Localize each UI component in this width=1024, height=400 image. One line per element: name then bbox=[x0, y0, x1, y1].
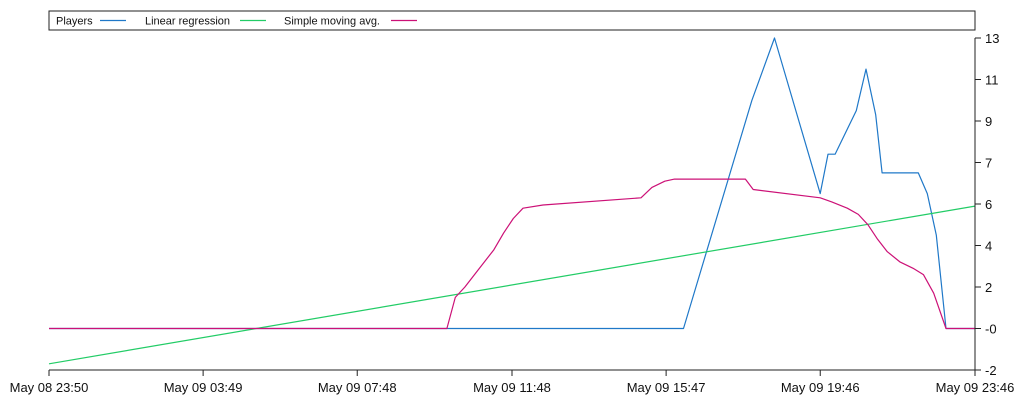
axes: May 08 23:50 May 09 03:49 May 09 07:48 May … bbox=[10, 31, 1015, 395]
y-tick-label: 6 bbox=[985, 197, 992, 212]
legend-label: Players bbox=[56, 16, 93, 28]
y-tick-label: 7 bbox=[985, 156, 992, 171]
legend-label: Linear regression bbox=[145, 16, 230, 28]
x-tick-label: May 09 15:47 bbox=[627, 380, 706, 395]
x-tick-label: May 09 07:48 bbox=[318, 380, 397, 395]
y-tick-label: -2 bbox=[985, 363, 997, 378]
y-tick-label: 4 bbox=[985, 239, 992, 254]
y-tick-label: 11 bbox=[985, 73, 999, 88]
series-line-1 bbox=[48, 205, 976, 365]
series-line-0 bbox=[49, 37, 975, 330]
legend-box bbox=[48, 10, 976, 31]
y-tick-label: 9 bbox=[985, 114, 992, 129]
y-tick-label: -0 bbox=[985, 322, 997, 337]
x-tick-label: May 08 23:50 bbox=[10, 380, 89, 395]
series-line-2 bbox=[49, 178, 975, 330]
legend-label: Simple moving avg. bbox=[284, 16, 380, 28]
legend: Players Linear regression Simple moving av… bbox=[48, 10, 976, 31]
series-lines bbox=[48, 37, 976, 365]
y-tick-label: 13 bbox=[985, 31, 999, 46]
x-tick-label: May 09 19:46 bbox=[781, 380, 860, 395]
x-tick-label: May 09 03:49 bbox=[164, 380, 243, 395]
y-tick-label: 2 bbox=[985, 280, 992, 295]
x-tick-label: May 09 23:46 bbox=[936, 380, 1015, 395]
x-tick-label: May 09 11:48 bbox=[473, 380, 551, 395]
